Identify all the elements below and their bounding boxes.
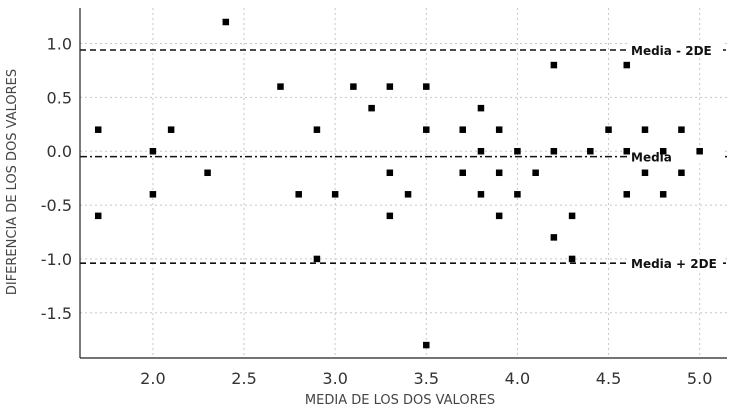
data-point	[696, 147, 703, 155]
data-point	[568, 255, 576, 263]
reference-label-background	[627, 41, 723, 57]
data-point	[568, 212, 576, 220]
x-tick-label: 2.0	[140, 369, 165, 388]
data-point	[477, 147, 485, 155]
x-tick-label: 5.0	[687, 369, 712, 388]
data-point	[550, 234, 558, 241]
data-point	[423, 83, 430, 90]
data-point	[495, 126, 503, 133]
data-point	[532, 169, 539, 177]
data-point	[331, 191, 339, 198]
data-point	[641, 169, 649, 177]
data-point	[94, 126, 102, 133]
data-point	[514, 147, 521, 155]
data-point	[149, 191, 157, 198]
data-point	[423, 341, 430, 349]
data-point	[404, 191, 412, 198]
y-tick-label: 0.5	[47, 88, 72, 107]
data-point	[623, 191, 631, 198]
x-tick-label: 3.0	[322, 369, 347, 388]
y-tick-label: -1.0	[41, 250, 72, 269]
data-point	[204, 169, 211, 177]
x-tick-label: 2.5	[231, 369, 256, 388]
x-tick-label: 4.0	[505, 369, 530, 388]
reference-line-label: Media - 2DE	[631, 44, 712, 58]
axes	[79, 8, 727, 359]
data-point	[313, 126, 321, 133]
y-tick-label: 1.0	[47, 35, 72, 54]
data-point	[678, 169, 685, 177]
y-tick-label: -1.5	[41, 304, 72, 323]
data-point	[623, 61, 631, 69]
data-point	[222, 18, 230, 26]
data-point	[368, 104, 375, 112]
data-point	[659, 147, 667, 155]
x-axis-title: MEDIA DE LOS DOS VALORES	[305, 393, 495, 408]
x-tick-label: 4.5	[596, 369, 621, 388]
data-point	[149, 147, 157, 155]
data-point	[459, 126, 466, 133]
data-point	[477, 191, 485, 198]
y-tick-label: -0.5	[41, 196, 72, 215]
data-point	[386, 212, 394, 220]
reference-label-background	[627, 254, 723, 271]
y-axis-title: DIFERENCIA DE LOS DOS VALORES	[5, 69, 20, 295]
data-point	[550, 61, 558, 69]
data-point	[167, 126, 175, 133]
data-point	[605, 126, 612, 133]
data-point	[277, 83, 284, 90]
data-point	[350, 83, 357, 90]
data-point	[678, 126, 685, 133]
data-point	[623, 147, 631, 155]
data-point	[459, 169, 466, 177]
data-point	[313, 255, 321, 263]
reference-line-label: Media + 2DE	[631, 257, 717, 271]
data-point	[495, 169, 503, 177]
tick-labels: 2.0 2.5 3.0 3.5 4.0 4.5 5.0 1.0 0.5 0.0 -0.5 -1.0 -1…	[41, 35, 713, 388]
data-point	[514, 191, 521, 198]
data-point	[587, 147, 594, 155]
data-point	[295, 191, 302, 198]
data-point	[641, 126, 649, 133]
data-point	[477, 104, 485, 112]
data-point	[386, 169, 394, 177]
data-points	[94, 18, 703, 349]
y-tick-label: 0.0	[47, 142, 72, 161]
data-point	[550, 147, 558, 155]
data-point	[495, 212, 503, 220]
x-tick-label: 3.5	[414, 369, 439, 388]
data-point	[659, 191, 667, 198]
data-point	[386, 83, 394, 90]
data-point	[94, 212, 102, 220]
grid	[80, 8, 727, 358]
data-point	[423, 126, 430, 133]
